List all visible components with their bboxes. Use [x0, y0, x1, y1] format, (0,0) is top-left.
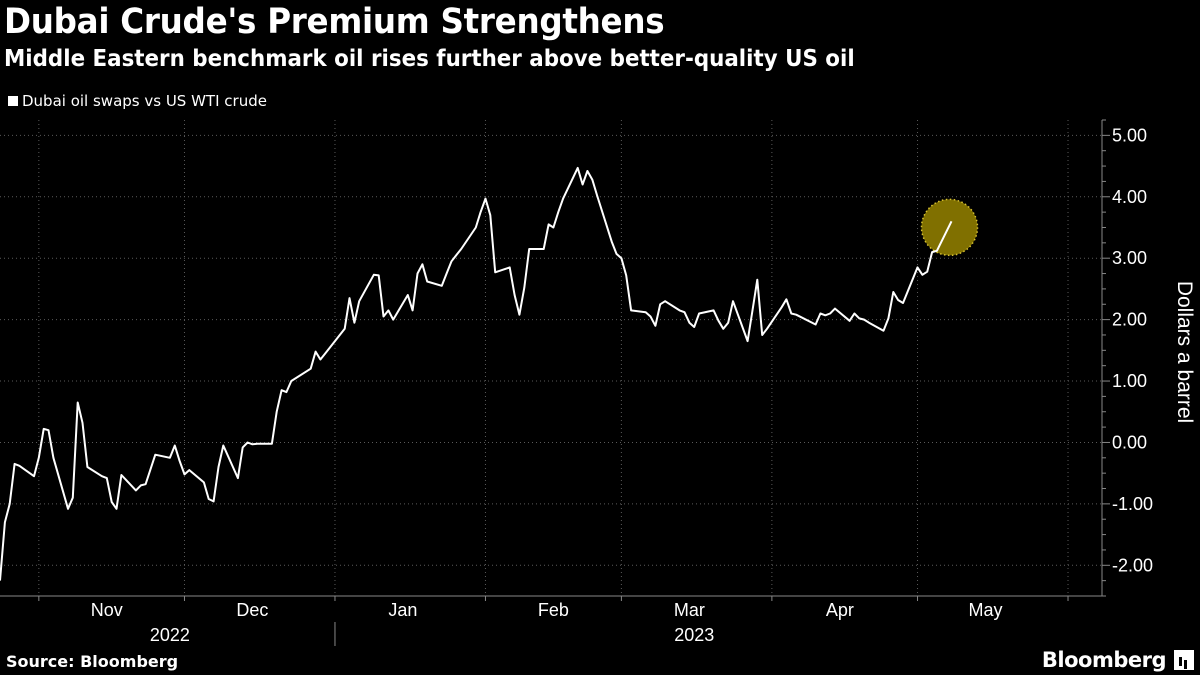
year-label-2023: 2023	[674, 625, 714, 645]
year-label-2022: 2022	[150, 625, 190, 645]
x-tick-label-dec: Dec	[236, 600, 268, 620]
y-tick-label: 5.00	[1112, 125, 1147, 145]
y-tick-label: 2.00	[1112, 310, 1147, 330]
x-tick-label-feb: Feb	[538, 600, 569, 620]
series-line-0	[0, 166, 953, 581]
chart-subtitle: Middle Eastern benchmark oil rises furth…	[4, 46, 855, 72]
legend-label: Dubai oil swaps vs US WTI crude	[22, 92, 267, 110]
x-tick-label-may: May	[968, 600, 1002, 620]
legend: Dubai oil swaps vs US WTI crude	[8, 92, 267, 110]
chart-title: Dubai Crude's Premium Strengthens	[4, 2, 665, 42]
bloomberg-logo: Bloomberg	[1041, 648, 1167, 672]
y-axis-title: Dollars a barrel	[1173, 281, 1196, 423]
source-note: Source: Bloomberg	[6, 652, 179, 671]
y-tick-label: 3.00	[1112, 248, 1147, 268]
bloomberg-chart-icon	[1174, 650, 1194, 670]
x-tick-label-mar: Mar	[674, 600, 705, 620]
y-tick-label: -1.00	[1112, 494, 1153, 514]
y-tick-label: 0.00	[1112, 432, 1147, 452]
y-tick-label: 1.00	[1112, 371, 1147, 391]
y-tick-label: 4.00	[1112, 187, 1147, 207]
x-tick-label-jan: Jan	[388, 600, 417, 620]
x-tick-label-apr: Apr	[826, 600, 854, 620]
y-tick-label: -2.00	[1112, 555, 1153, 575]
legend-swatch	[8, 96, 18, 106]
x-tick-label-nov: Nov	[91, 600, 123, 620]
